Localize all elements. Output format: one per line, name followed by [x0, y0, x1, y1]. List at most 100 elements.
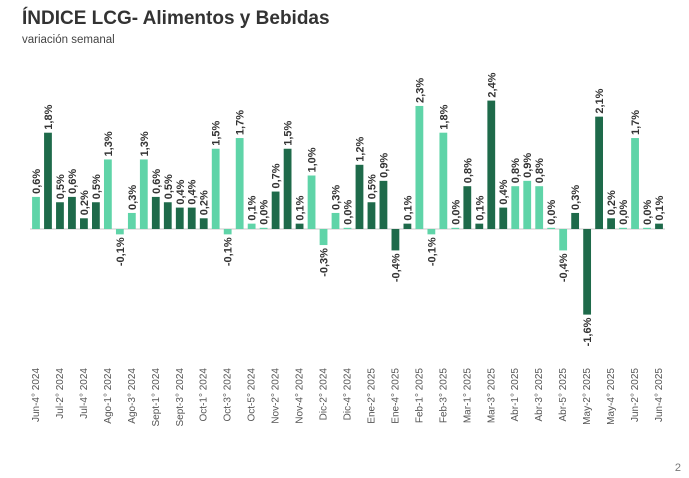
bar-value-label: 0,0%	[618, 200, 630, 225]
bar	[355, 164, 364, 229]
bar-value-label: 1,5%	[211, 120, 223, 145]
bar	[511, 186, 520, 229]
x-tick-label: Sept-1° 2024	[151, 368, 162, 427]
bar-value-label: -0,3%	[319, 248, 331, 277]
x-tick-label: May-2° 2025	[582, 368, 593, 425]
bar	[463, 186, 472, 229]
bar-value-label: 1,3%	[103, 131, 115, 156]
bar	[415, 105, 424, 229]
x-tick-label: Feb-3° 2025	[438, 368, 449, 424]
bar-value-label: 0,2%	[606, 190, 618, 215]
chart-title: ÍNDICE LCG- Alimentos y Bebidas	[22, 8, 330, 29]
x-tick-label: Feb-1° 2025	[414, 368, 425, 424]
bar-value-label: 1,7%	[235, 110, 247, 135]
x-tick-label: Dic-2° 2024	[319, 368, 330, 421]
bar	[211, 148, 220, 229]
bar-value-label: 1,7%	[630, 110, 642, 135]
x-tick-label: Nov-4° 2024	[295, 368, 306, 424]
bar-value-label: 1,0%	[307, 147, 319, 172]
bar-value-label: 2,3%	[414, 78, 426, 103]
bar	[367, 202, 376, 229]
bar	[68, 196, 76, 229]
x-tick-label: Jul-2° 2024	[55, 368, 66, 419]
x-tick-label: Jul-4° 2024	[79, 368, 90, 419]
bar	[499, 207, 508, 229]
bar-value-label: 1,8%	[43, 104, 55, 129]
bar	[259, 227, 268, 229]
x-tick-label: Oct-1° 2024	[199, 368, 210, 422]
bar-value-label: 1,8%	[438, 104, 450, 129]
bar	[403, 223, 412, 229]
x-tick-label: Oct-5° 2024	[247, 368, 258, 422]
bar-value-label: 2,4%	[486, 72, 498, 97]
bar	[247, 223, 256, 229]
bar-value-label: 0,0%	[642, 200, 654, 225]
bar-value-label: 0,8%	[510, 158, 522, 183]
x-tick-label: Sept-3° 2024	[175, 368, 186, 427]
bar-value-label: 0,4%	[175, 179, 187, 204]
bar-value-label: 1,3%	[139, 131, 151, 156]
bar	[331, 212, 340, 229]
bar	[571, 212, 580, 229]
bar-value-label: 0,2%	[199, 190, 211, 215]
bar-value-label: 2,1%	[594, 88, 606, 113]
bar-value-label: -0,1%	[426, 237, 438, 266]
x-tick-label: Ago-3° 2024	[127, 368, 138, 424]
bar-value-label: 0,4%	[187, 179, 199, 204]
x-tick-label: May-4° 2025	[606, 368, 617, 425]
bar	[547, 227, 556, 229]
x-tick-label: Abr-3° 2025	[534, 368, 545, 422]
bar-value-label: 0,5%	[366, 174, 378, 199]
bar-value-label: 0,2%	[79, 190, 91, 215]
bar	[535, 186, 544, 229]
bar	[487, 100, 496, 229]
bar-value-label: 0,1%	[247, 195, 259, 220]
bar	[559, 229, 568, 251]
bar-value-label: 0,9%	[378, 153, 390, 178]
bar-value-label: 0,5%	[91, 174, 103, 199]
bar	[583, 229, 592, 315]
bar-value-label: 0,8%	[462, 158, 474, 183]
bar-value-label: 0,3%	[127, 185, 139, 210]
bar	[427, 229, 436, 235]
x-tick-label: Jun-4° 2025	[654, 368, 665, 422]
bar-value-label: 0,5%	[163, 174, 175, 199]
x-tick-label: Ene-4° 2025	[390, 368, 401, 424]
bar	[391, 229, 400, 251]
bar	[151, 196, 160, 229]
page-number: 2	[674, 462, 681, 474]
x-tick-label: Oct-3° 2024	[223, 368, 234, 422]
bar	[199, 218, 208, 229]
bar	[475, 223, 484, 229]
bar-value-label: 0,6%	[67, 169, 79, 194]
bar	[295, 223, 304, 229]
bar	[283, 148, 292, 229]
bar	[607, 218, 615, 229]
bar-value-label: 0,0%	[343, 200, 355, 225]
bar-value-label: 0,1%	[295, 195, 307, 220]
bar-value-label: -0,1%	[223, 237, 235, 266]
bar	[235, 138, 244, 229]
bar-value-label: 0,6%	[31, 169, 43, 194]
bar-value-label: -0,1%	[115, 237, 127, 266]
bar	[379, 180, 388, 229]
bar	[103, 159, 112, 229]
bar	[115, 229, 124, 235]
bar	[80, 218, 88, 229]
x-tick-label: Ago-1° 2024	[103, 368, 114, 424]
bar	[44, 132, 52, 229]
bar	[595, 116, 604, 229]
bar	[523, 180, 532, 229]
bar	[655, 223, 663, 229]
bar	[91, 202, 100, 229]
x-tick-label: Mar-1° 2025	[462, 368, 473, 424]
bar	[271, 191, 280, 229]
bar	[319, 229, 328, 246]
bar	[127, 212, 136, 229]
bar-value-label: 0,8%	[534, 158, 546, 183]
bar	[451, 227, 460, 229]
bar	[307, 175, 316, 229]
bar-value-label: 0,0%	[450, 200, 462, 225]
bar-value-label: 0,0%	[546, 200, 558, 225]
